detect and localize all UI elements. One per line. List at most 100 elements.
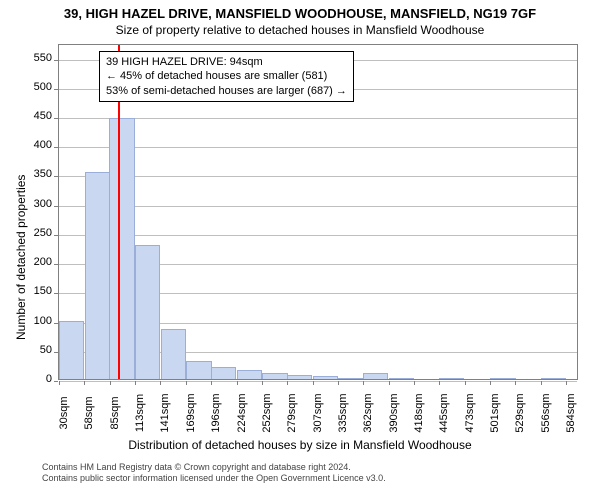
x-tick-label: 501sqm [489, 388, 501, 438]
y-tick [54, 381, 58, 382]
x-tick [186, 381, 187, 385]
y-tick-label: 50 [22, 344, 52, 356]
y-tick [54, 176, 58, 177]
x-tick [287, 381, 288, 385]
histogram-bar [237, 370, 262, 379]
histogram-bar [211, 367, 236, 379]
x-tick-label: 113sqm [134, 388, 146, 438]
annotation-box: 39 HIGH HAZEL DRIVE: 94sqm← 45% of detac… [99, 51, 354, 102]
x-tick [490, 381, 491, 385]
x-tick [566, 381, 567, 385]
histogram-bar [109, 118, 134, 379]
x-axis-label: Distribution of detached houses by size … [0, 438, 600, 452]
y-tick-label: 150 [22, 285, 52, 297]
x-tick-label: 445sqm [438, 388, 450, 438]
x-tick-label: 335sqm [337, 388, 349, 438]
x-tick [211, 381, 212, 385]
y-tick-label: 450 [22, 110, 52, 122]
x-tick-label: 30sqm [58, 388, 70, 438]
x-tick [84, 381, 85, 385]
x-tick-label: 279sqm [286, 388, 298, 438]
histogram-bar [186, 361, 211, 379]
y-tick [54, 235, 58, 236]
histogram-bar [262, 373, 287, 379]
x-tick [389, 381, 390, 385]
x-tick [515, 381, 516, 385]
y-tick [54, 60, 58, 61]
chart-title: 39, HIGH HAZEL DRIVE, MANSFIELD WOODHOUS… [0, 0, 600, 21]
footer-line-1: Contains HM Land Registry data © Crown c… [42, 462, 386, 473]
histogram-bar [338, 378, 363, 379]
histogram-bar [363, 373, 388, 379]
y-tick [54, 118, 58, 119]
y-tick-label: 400 [22, 139, 52, 151]
x-tick-label: 307sqm [312, 388, 324, 438]
x-tick-label: 58sqm [83, 388, 95, 438]
histogram-bar [439, 378, 464, 379]
x-tick [160, 381, 161, 385]
chart-subtitle: Size of property relative to detached ho… [0, 21, 600, 37]
histogram-bar [389, 378, 414, 379]
y-tick-label: 300 [22, 198, 52, 210]
x-tick-label: 85sqm [109, 388, 121, 438]
y-gridline [59, 147, 577, 148]
footer-attribution: Contains HM Land Registry data © Crown c… [42, 462, 386, 484]
annotation-line-2: ← 45% of detached houses are smaller (58… [106, 69, 347, 83]
x-tick [135, 381, 136, 385]
histogram-bar [490, 378, 515, 379]
x-tick [338, 381, 339, 385]
y-tick [54, 147, 58, 148]
x-tick-label: 390sqm [388, 388, 400, 438]
y-gridline [59, 235, 577, 236]
histogram-bar [85, 172, 110, 379]
y-gridline [59, 206, 577, 207]
y-tick-label: 200 [22, 256, 52, 268]
y-tick-label: 100 [22, 315, 52, 327]
footer-line-2: Contains public sector information licen… [42, 473, 386, 484]
y-tick [54, 89, 58, 90]
histogram-bar [161, 329, 186, 379]
x-tick-label: 584sqm [565, 388, 577, 438]
x-tick [313, 381, 314, 385]
y-tick-label: 500 [22, 81, 52, 93]
x-tick-label: 418sqm [413, 388, 425, 438]
y-tick-label: 350 [22, 168, 52, 180]
plot-area: 39 HIGH HAZEL DRIVE: 94sqm← 45% of detac… [58, 44, 578, 380]
y-tick [54, 264, 58, 265]
histogram-bar [59, 321, 84, 379]
annotation-line-3: 53% of semi-detached houses are larger (… [106, 84, 347, 98]
y-gridline [59, 118, 577, 119]
x-tick-label: 141sqm [159, 388, 171, 438]
y-gridline [59, 176, 577, 177]
x-tick [110, 381, 111, 385]
y-tick [54, 293, 58, 294]
chart-container: 39, HIGH HAZEL DRIVE, MANSFIELD WOODHOUS… [0, 0, 600, 500]
y-tick-label: 550 [22, 52, 52, 64]
x-tick [414, 381, 415, 385]
x-tick [363, 381, 364, 385]
x-tick-label: 224sqm [236, 388, 248, 438]
y-tick-label: 0 [22, 373, 52, 385]
x-tick [439, 381, 440, 385]
x-tick-label: 473sqm [464, 388, 476, 438]
histogram-bar [135, 245, 160, 379]
x-tick [465, 381, 466, 385]
x-tick-label: 362sqm [362, 388, 374, 438]
x-tick [262, 381, 263, 385]
x-tick [59, 381, 60, 385]
x-tick [541, 381, 542, 385]
y-tick [54, 206, 58, 207]
histogram-bar [541, 378, 566, 379]
x-tick-label: 196sqm [210, 388, 222, 438]
y-gridline [59, 381, 577, 382]
y-tick [54, 352, 58, 353]
y-tick-label: 250 [22, 227, 52, 239]
x-tick-label: 169sqm [185, 388, 197, 438]
x-tick [237, 381, 238, 385]
x-tick-label: 556sqm [540, 388, 552, 438]
y-tick [54, 323, 58, 324]
histogram-bar [287, 375, 312, 379]
x-tick-label: 529sqm [514, 388, 526, 438]
x-tick-label: 252sqm [261, 388, 273, 438]
histogram-bar [313, 376, 338, 379]
